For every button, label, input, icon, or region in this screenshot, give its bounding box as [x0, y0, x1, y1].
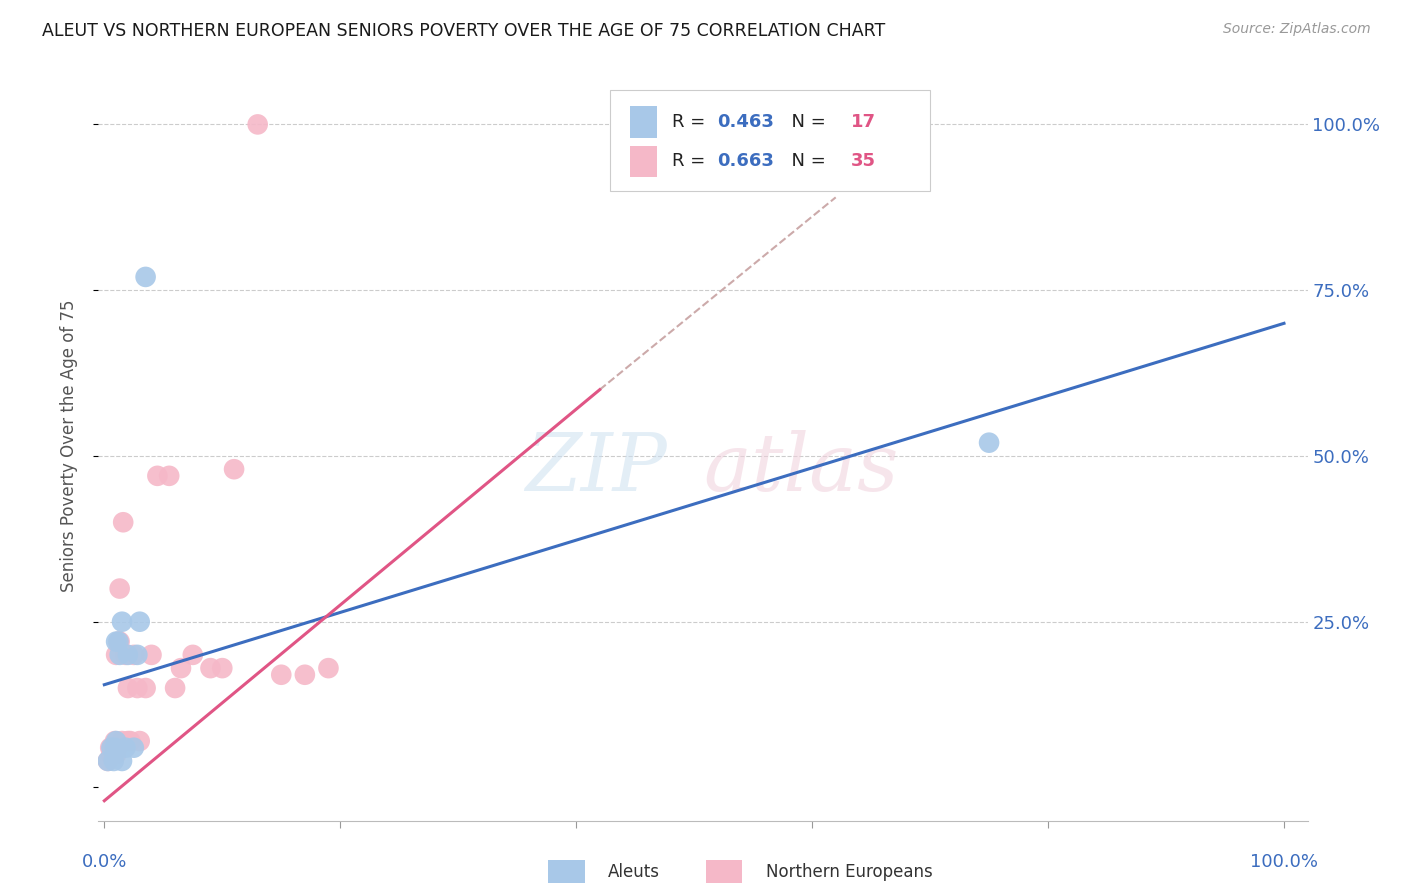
Point: [157, 468, 180, 483]
Point: [120, 734, 142, 748]
Bar: [630, 145, 657, 177]
Point: [103, 754, 125, 768]
Point: [107, 634, 129, 648]
Point: [105, 634, 128, 648]
Text: ALEUT VS NORTHERN EUROPEAN SENIORS POVERTY OVER THE AGE OF 75 CORRELATION CHART: ALEUT VS NORTHERN EUROPEAN SENIORS POVER…: [42, 22, 886, 40]
Point: [105, 747, 128, 762]
Bar: [548, 860, 585, 883]
Point: [117, 681, 139, 695]
Bar: [630, 106, 657, 137]
Point: [117, 734, 139, 748]
Point: [104, 734, 127, 748]
Point: [200, 661, 222, 675]
Point: [122, 740, 145, 755]
Point: [146, 468, 169, 483]
Bar: [706, 860, 742, 883]
Text: Source: ZipAtlas.com: Source: ZipAtlas.com: [1223, 22, 1371, 37]
Point: [170, 661, 193, 675]
Point: [98, 740, 121, 755]
Point: [108, 582, 131, 596]
Text: Aleuts: Aleuts: [607, 863, 659, 881]
Point: [114, 648, 136, 662]
Point: [318, 661, 340, 675]
Point: [135, 269, 157, 284]
Text: R =: R =: [672, 153, 710, 170]
Text: N =: N =: [780, 153, 832, 170]
Point: [97, 754, 120, 768]
Point: [101, 740, 124, 755]
Point: [111, 615, 134, 629]
Point: [112, 515, 135, 529]
Point: [246, 117, 269, 131]
Text: 0.463: 0.463: [717, 113, 775, 131]
Y-axis label: Seniors Poverty Over the Age of 75: Seniors Poverty Over the Age of 75: [59, 300, 77, 592]
Point: [165, 681, 187, 695]
Text: R =: R =: [672, 113, 710, 131]
Point: [127, 681, 149, 695]
Text: atlas: atlas: [703, 430, 898, 508]
Point: [977, 435, 1000, 450]
Point: [105, 734, 128, 748]
Point: [122, 648, 145, 662]
Point: [294, 667, 316, 681]
Point: [108, 648, 131, 662]
Point: [128, 615, 150, 629]
Point: [107, 634, 129, 648]
Point: [114, 740, 136, 755]
Point: [128, 734, 150, 748]
Text: Northern Europeans: Northern Europeans: [766, 863, 934, 881]
Point: [222, 462, 245, 476]
Point: [270, 667, 292, 681]
Point: [117, 648, 139, 662]
Text: N =: N =: [780, 113, 832, 131]
Point: [103, 747, 125, 762]
Point: [211, 661, 233, 675]
Text: 17: 17: [851, 113, 876, 131]
Point: [100, 740, 122, 755]
Point: [105, 740, 128, 755]
Text: 35: 35: [851, 153, 876, 170]
Point: [97, 754, 120, 768]
Point: [111, 734, 134, 748]
Point: [100, 747, 122, 762]
Point: [111, 754, 134, 768]
Point: [108, 634, 131, 648]
Point: [104, 740, 127, 755]
Text: 100.0%: 100.0%: [1250, 853, 1317, 871]
Text: 0.663: 0.663: [717, 153, 775, 170]
Point: [135, 681, 157, 695]
FancyBboxPatch shape: [610, 90, 931, 191]
Text: 0.0%: 0.0%: [82, 853, 127, 871]
Point: [105, 648, 128, 662]
Point: [127, 648, 149, 662]
Point: [181, 648, 204, 662]
Text: ZIP: ZIP: [524, 430, 666, 508]
Point: [141, 648, 163, 662]
